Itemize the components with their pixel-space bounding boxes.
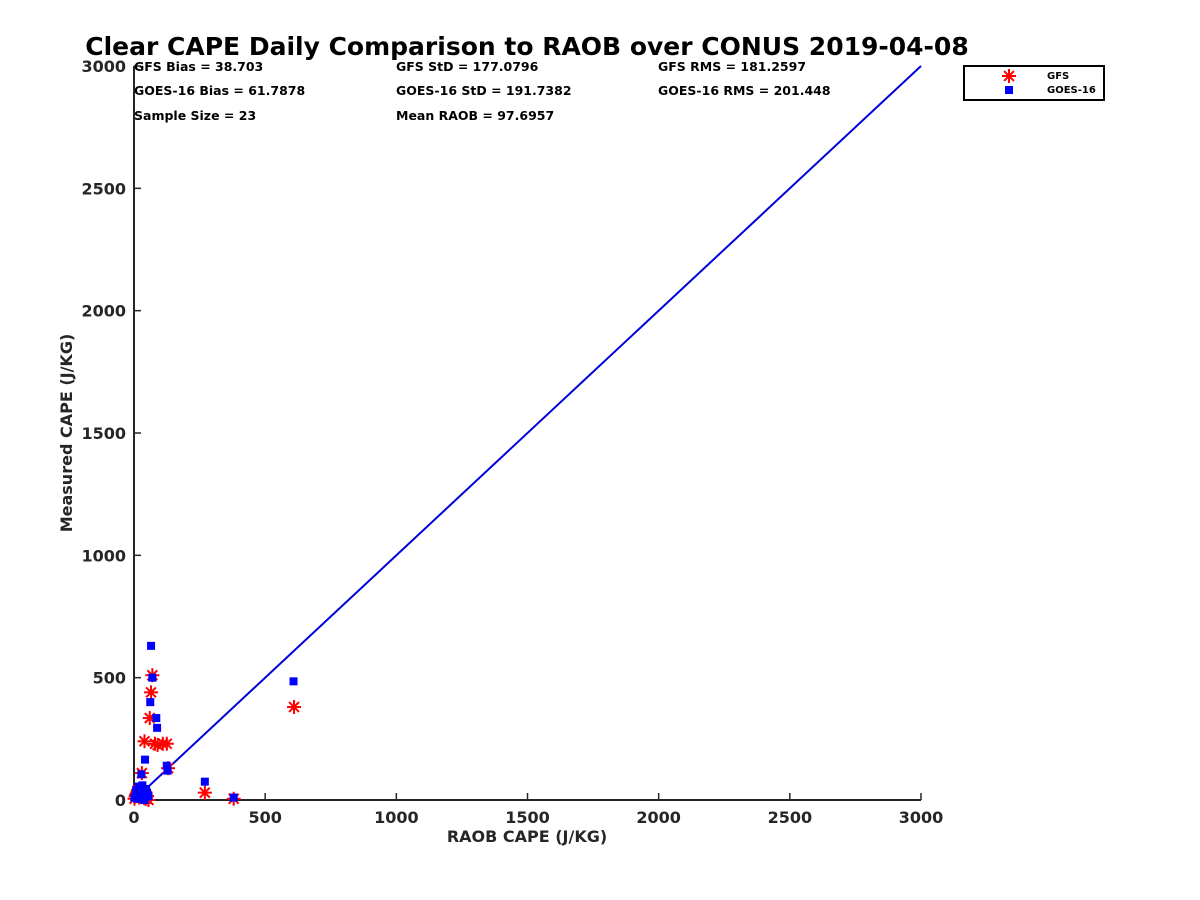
legend-gfs-marker (1002, 69, 1016, 83)
y-tick-label: 500 (93, 669, 126, 688)
legend-gfs-asterisk (1002, 69, 1016, 83)
y-axis-label: Measured CAPE (J/KG) (57, 334, 76, 533)
goes16-point (137, 770, 146, 779)
legend: GFS GOES-16 (963, 65, 1105, 101)
goes16-point (146, 698, 155, 707)
one-to-one-line (133, 65, 922, 801)
x-tick-label: 1000 (374, 808, 419, 827)
chart-title: Clear CAPE Daily Comparison to RAOB over… (85, 32, 968, 61)
x-tick-label: 0 (128, 808, 139, 827)
x-tick-label: 3000 (899, 808, 944, 827)
stat-text: GOES-16 RMS = 201.448 (658, 83, 831, 98)
stat-text: GFS RMS = 181.2597 (658, 59, 806, 74)
goes16-point (141, 755, 150, 764)
x-tick-label: 500 (248, 808, 281, 827)
stat-text: GOES-16 Bias = 61.7878 (134, 83, 305, 98)
legend-goes16-marker (1005, 86, 1013, 94)
x-axis-label: RAOB CAPE (J/KG) (447, 827, 607, 846)
legend-box (963, 65, 1105, 101)
goes16-point (162, 761, 171, 770)
y-tick-label: 0 (115, 791, 126, 810)
reference-line (133, 65, 922, 801)
y-tick-label: 1500 (81, 424, 126, 443)
y-tick-label: 2000 (81, 302, 126, 321)
stat-text: Sample Size = 23 (134, 108, 256, 123)
stat-text: GFS StD = 177.0796 (396, 59, 539, 74)
y-tick-label: 3000 (81, 57, 126, 76)
goes16-point (148, 673, 157, 682)
x-tick-label: 1500 (505, 808, 550, 827)
stat-text: Mean RAOB = 97.6957 (396, 108, 554, 123)
y-tick-label: 2500 (81, 179, 126, 198)
goes16-point (200, 777, 209, 786)
goes16-point (289, 677, 298, 686)
goes16-point (152, 714, 161, 723)
x-tick-label: 2500 (768, 808, 813, 827)
goes16-point (153, 723, 162, 732)
stat-text: GOES-16 StD = 191.7382 (396, 83, 572, 98)
goes16-point (133, 794, 142, 803)
goes16-point (163, 766, 172, 775)
goes16-point (147, 641, 156, 650)
legend-goes16-label: GOES-16 (1047, 85, 1096, 96)
goes16-point (229, 793, 238, 802)
axes: 0 500 1000 1500 2000 2500 3000 0 500 1000 1500 2000… (81, 57, 943, 827)
goes16-series (130, 641, 298, 804)
goes16-point (144, 792, 153, 801)
gfs-point (159, 736, 174, 751)
gfs-series (127, 668, 302, 807)
y-tick-label: 1000 (81, 546, 126, 565)
stat-text: GFS Bias = 38.703 (134, 59, 263, 74)
gfs-point (137, 734, 152, 749)
gfs-point (144, 685, 159, 700)
stats-annotations: GFS Bias = 38.703 GFS StD = 177.0796 GFS R… (134, 59, 831, 123)
x-tick-label: 2000 (636, 808, 681, 827)
legend-gfs-label: GFS (1047, 71, 1069, 82)
gfs-point (197, 785, 212, 800)
gfs-point (287, 700, 302, 715)
